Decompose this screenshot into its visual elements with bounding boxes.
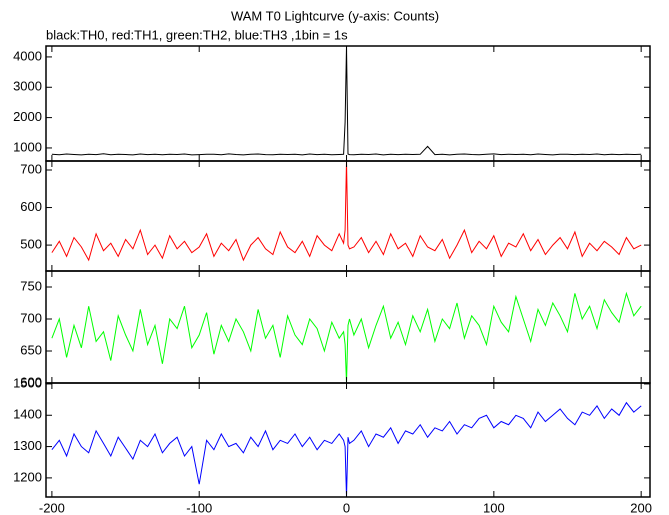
x-tick-label: 100: [483, 500, 505, 515]
y-tick-label: 700: [20, 310, 42, 325]
plot-frame: [45, 382, 651, 498]
data-line: [51, 401, 642, 498]
chart-title: WAM T0 Lightcurve (y-axis: Counts): [231, 8, 439, 23]
x-tick-label: 200: [630, 500, 652, 515]
x-tick-label: 0: [343, 500, 350, 515]
data-line: [51, 291, 642, 384]
chart-subtitle: black:TH0, red:TH1, green:TH2, blue:TH3 …: [46, 27, 348, 42]
y-tick-label: 4000: [13, 48, 42, 63]
data-line: [51, 160, 642, 262]
x-tick-label: -100: [186, 500, 212, 515]
y-tick-label: 650: [20, 342, 42, 357]
y-tick-label: 1000: [13, 139, 42, 154]
y-tick-label: 1200: [13, 469, 42, 484]
y-tick-label: 700: [20, 161, 42, 176]
plot-frame: [45, 160, 651, 272]
y-tick-label: 600: [20, 199, 42, 214]
y-tick-label: 750: [20, 278, 42, 293]
y-tick-label: 500: [20, 237, 42, 252]
y-tick-label: 1500: [13, 375, 42, 390]
data-line: [51, 45, 642, 156]
y-tick-label: 1400: [13, 407, 42, 422]
y-tick-label: 1300: [13, 438, 42, 453]
y-tick-label: 3000: [13, 79, 42, 94]
y-tick-label: 600: [20, 374, 42, 389]
x-tick-label: -200: [39, 500, 65, 515]
y-tick-label: 2000: [13, 109, 42, 124]
